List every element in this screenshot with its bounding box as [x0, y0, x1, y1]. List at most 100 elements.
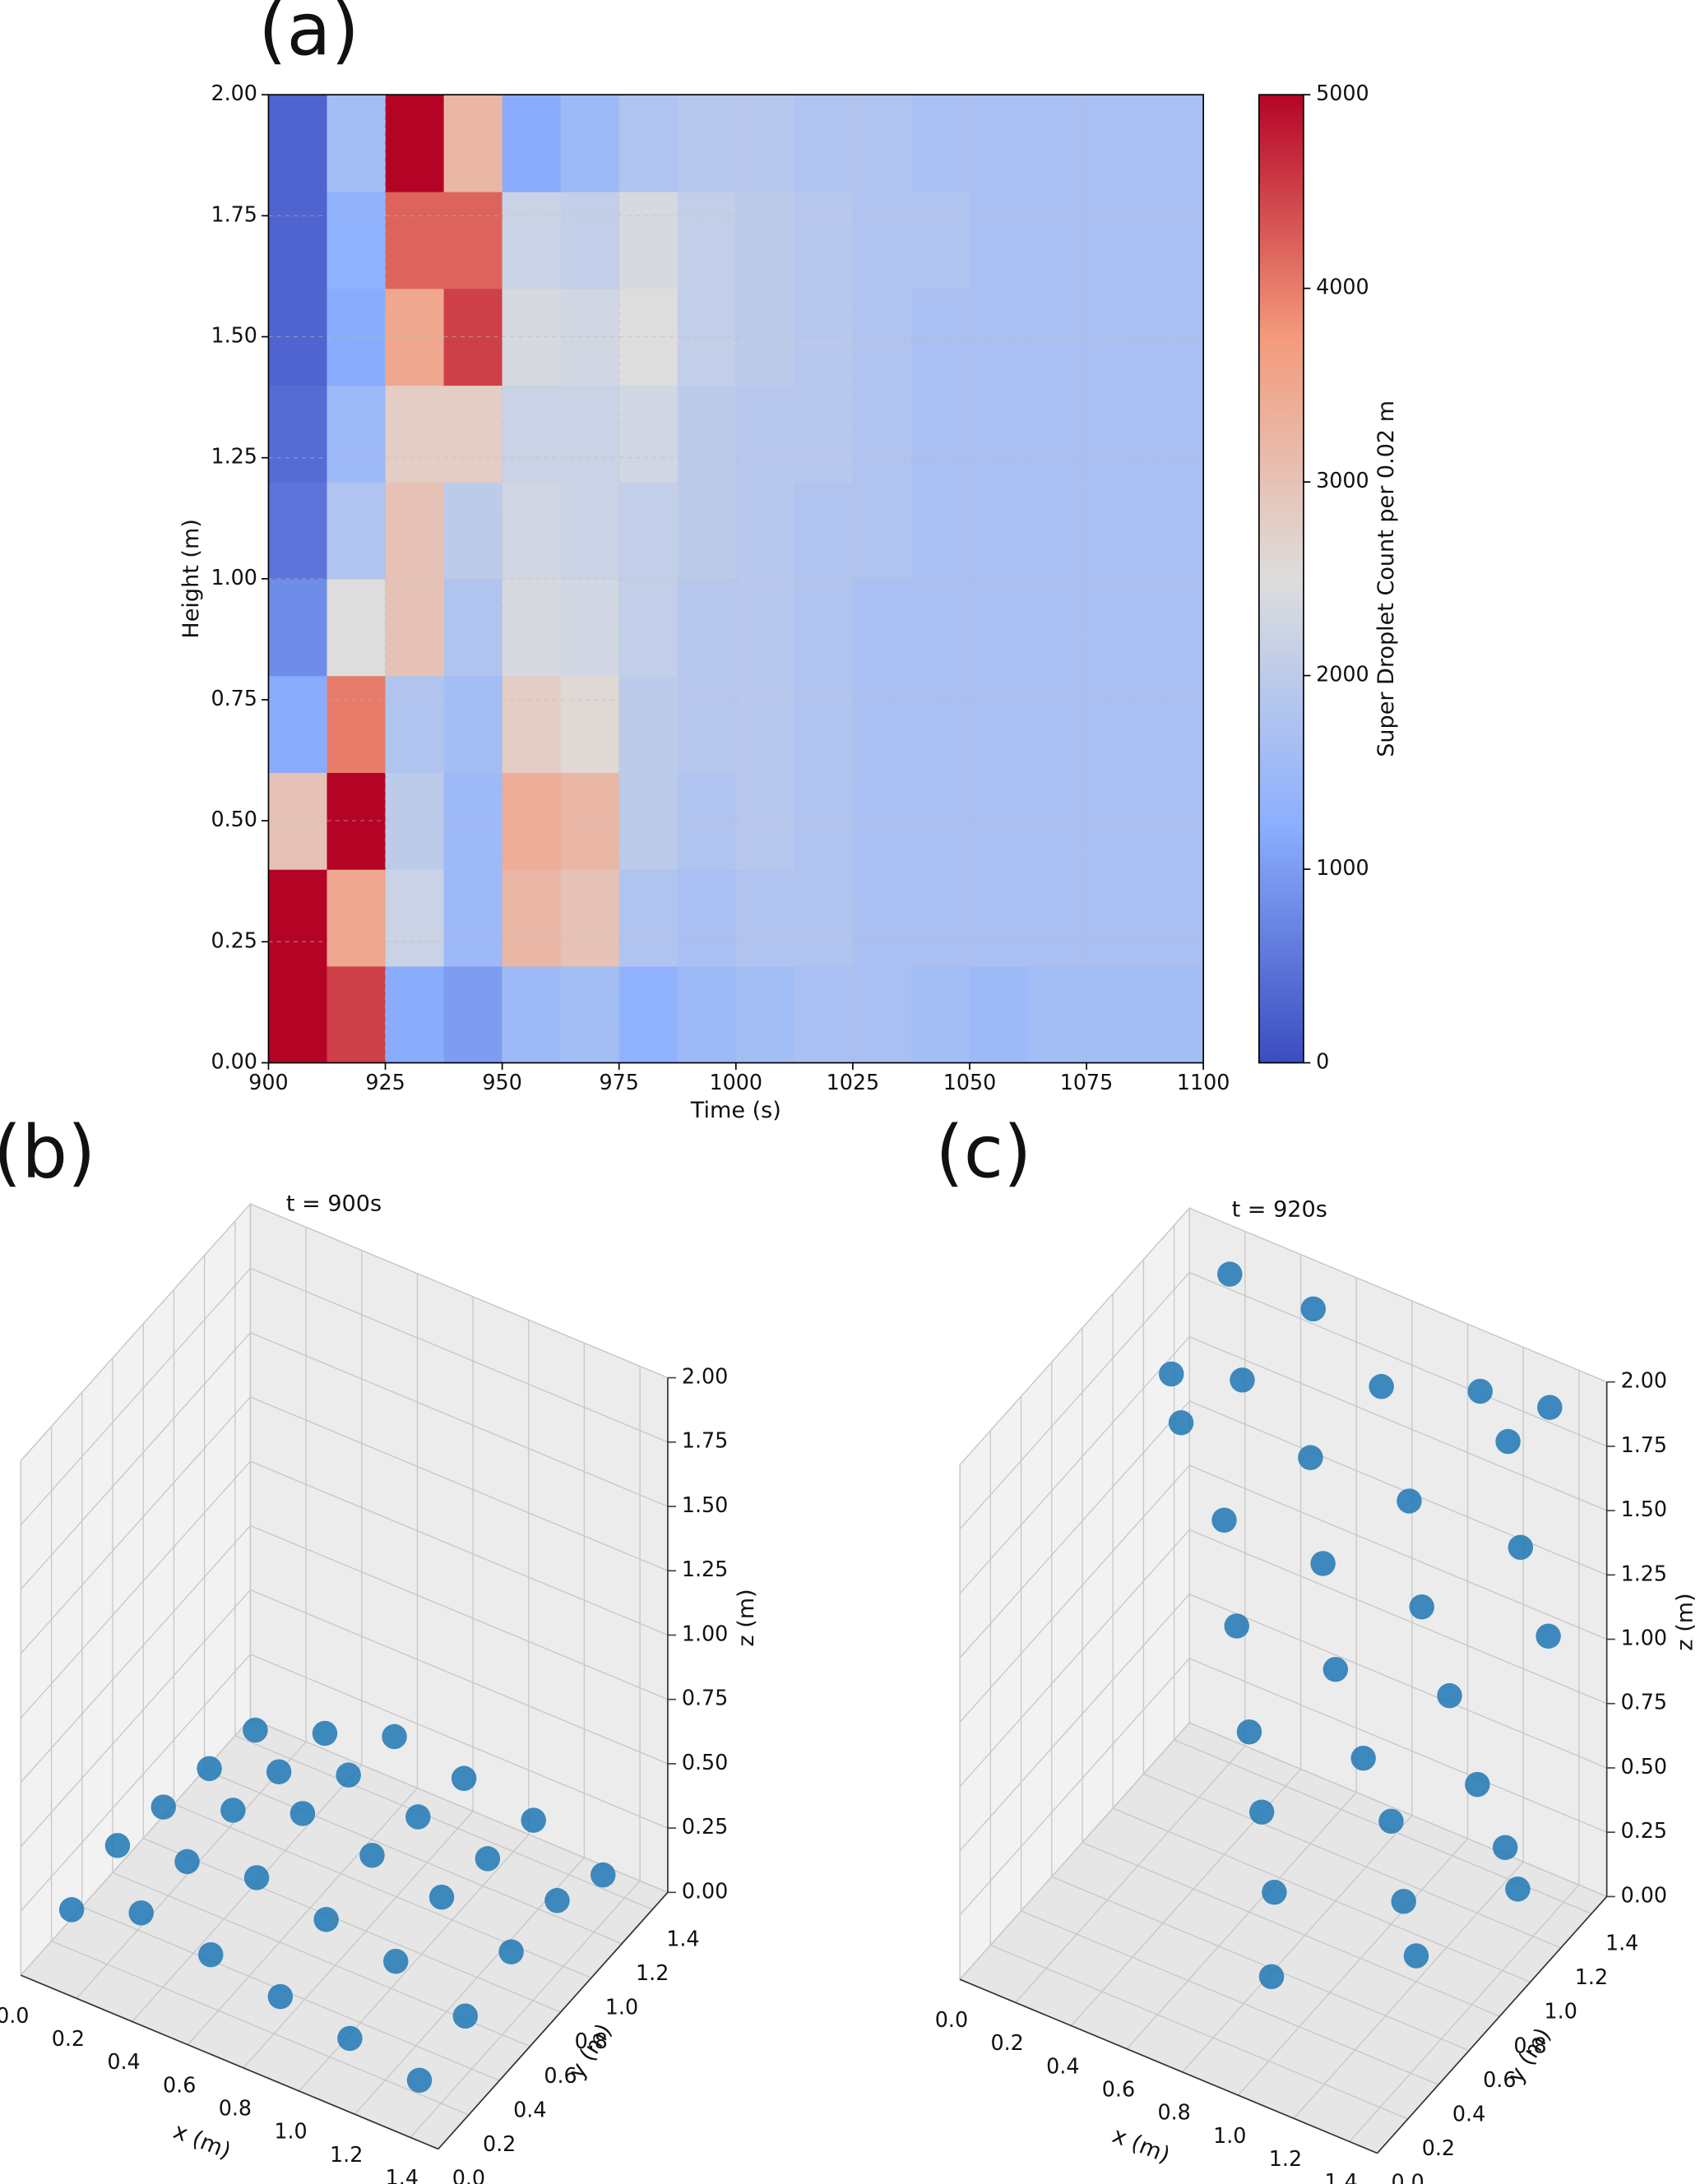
grid-line — [243, 1811, 474, 2069]
colorbar-label: Super Droplet Count per 0.02 m — [1373, 400, 1399, 757]
heatmap-cell — [327, 869, 387, 967]
heatmap-cell — [443, 578, 503, 677]
heatmap-cell — [1145, 578, 1204, 677]
scatter-point — [451, 1765, 477, 1791]
colorbar-tick-label: 5000 — [1316, 81, 1369, 105]
grid-line — [20, 1589, 251, 1848]
heatmap-cell — [618, 385, 679, 483]
heatmap-cell — [385, 95, 445, 192]
x-tick-label: 950 — [482, 1070, 521, 1094]
x-axis-label: x (m) — [1109, 2122, 1173, 2168]
heatmap-cell — [443, 482, 503, 580]
grid-line — [250, 1267, 669, 1443]
heatmap-cell — [1028, 95, 1087, 192]
x-tick-label: 0.8 — [219, 2096, 252, 2121]
heatmap-cell — [502, 385, 562, 483]
y-axis-label: Height (m) — [178, 519, 204, 638]
heatmap-cell — [385, 385, 445, 483]
heatmap-cell — [910, 869, 970, 967]
panel-label: (b) — [0, 1109, 95, 1194]
z-tick-label: 1.25 — [1621, 1561, 1667, 1585]
y-tick-label: 0.4 — [1452, 2102, 1485, 2126]
heatmap-cell — [560, 482, 620, 580]
heatmap-cell — [677, 578, 737, 677]
grid-line — [959, 1336, 1190, 1594]
heatmap-cell — [735, 95, 795, 192]
axis-line — [1376, 1895, 1608, 2154]
heatmap-cell — [910, 385, 970, 483]
scatter-point — [128, 1900, 154, 1926]
grid-line — [990, 1944, 1409, 2120]
heatmap-cell — [1028, 965, 1087, 1064]
scatter-point — [521, 1807, 546, 1833]
heatmap-cell — [443, 385, 503, 483]
colorbar-tick-label: 0 — [1316, 1048, 1329, 1073]
subplot-title: t = 900s — [286, 1191, 382, 1217]
colorbar-tick-label: 4000 — [1316, 275, 1369, 299]
scatter-point — [337, 2025, 363, 2052]
heatmap-cell — [677, 482, 737, 580]
heatmap-cell — [969, 965, 1029, 1064]
scatter-point — [544, 1888, 570, 1913]
y-tick-label: 1.25 — [211, 444, 257, 469]
axis-line — [959, 1978, 1378, 2154]
y-tick-label: 0.6 — [544, 2063, 577, 2088]
z-tick-label: 1.00 — [682, 1621, 728, 1645]
scatter-point — [58, 1897, 85, 1923]
heatmap-cell — [794, 385, 854, 483]
grid-line — [1143, 1773, 1562, 1949]
heatmap-cell — [910, 482, 970, 580]
heatmap-cell — [443, 675, 503, 773]
heatmap-cell — [443, 95, 503, 192]
grid-line — [20, 1460, 251, 1719]
scatter-point — [197, 1756, 222, 1782]
heatmap-cell — [969, 95, 1029, 192]
heatmap-cell — [794, 191, 854, 289]
scatter-point — [498, 1939, 524, 1964]
heatmap-cell — [735, 675, 795, 773]
heatmap-cell — [502, 191, 562, 289]
scatter-point — [243, 1717, 268, 1743]
x-tick-label: 1050 — [943, 1070, 997, 1094]
z-tick-label: 2.00 — [682, 1364, 728, 1389]
scatter-point — [1224, 1613, 1249, 1639]
heatmap-cell — [735, 869, 795, 967]
scatter-point — [1437, 1682, 1462, 1709]
colorbar — [1258, 94, 1304, 1064]
grid-line — [20, 1203, 251, 1461]
heatmap-cell — [268, 95, 328, 192]
heatmap-cell — [618, 191, 679, 289]
heatmap-cell — [969, 191, 1029, 289]
heatmap-cell — [852, 95, 912, 192]
scatter-point — [591, 1862, 616, 1888]
x-tick-label: 900 — [248, 1070, 288, 1094]
z-tick-label: 0.00 — [1621, 1882, 1667, 1907]
heatmap-cell — [327, 482, 387, 580]
y-axis-label: y (m) — [564, 2020, 617, 2084]
grid-line — [959, 1400, 1190, 1659]
y-tick-label: 1.2 — [636, 1960, 669, 1985]
x-tick-label: 975 — [600, 1070, 639, 1094]
heatmap-cell — [385, 965, 445, 1064]
heatmap-cell — [618, 869, 679, 967]
heatmap-cell — [327, 675, 387, 773]
x-tick-label: 0.6 — [163, 2072, 196, 2097]
scatter-point — [104, 1833, 131, 1858]
heatmap-cell — [1028, 675, 1087, 773]
heatmap-cell — [385, 578, 445, 677]
grid-line — [142, 1838, 561, 2013]
x-tick-label: 0.4 — [1046, 2053, 1079, 2078]
heatmap-cell — [852, 965, 912, 1064]
scatter-point — [1409, 1594, 1434, 1620]
heatmap-cell — [327, 385, 387, 483]
scatter-point — [406, 2067, 433, 2094]
heatmap-cell — [327, 578, 387, 677]
x-tick-label: 925 — [365, 1070, 405, 1094]
heatmap-cell — [735, 578, 795, 677]
heatmap-cell — [852, 385, 912, 483]
heatmap-cell — [385, 191, 445, 289]
heatmap-cell — [443, 191, 503, 289]
heatmap-cell — [1028, 191, 1087, 289]
grid-line — [1349, 1884, 1580, 2142]
x-tick-label: 1.4 — [386, 2165, 419, 2184]
